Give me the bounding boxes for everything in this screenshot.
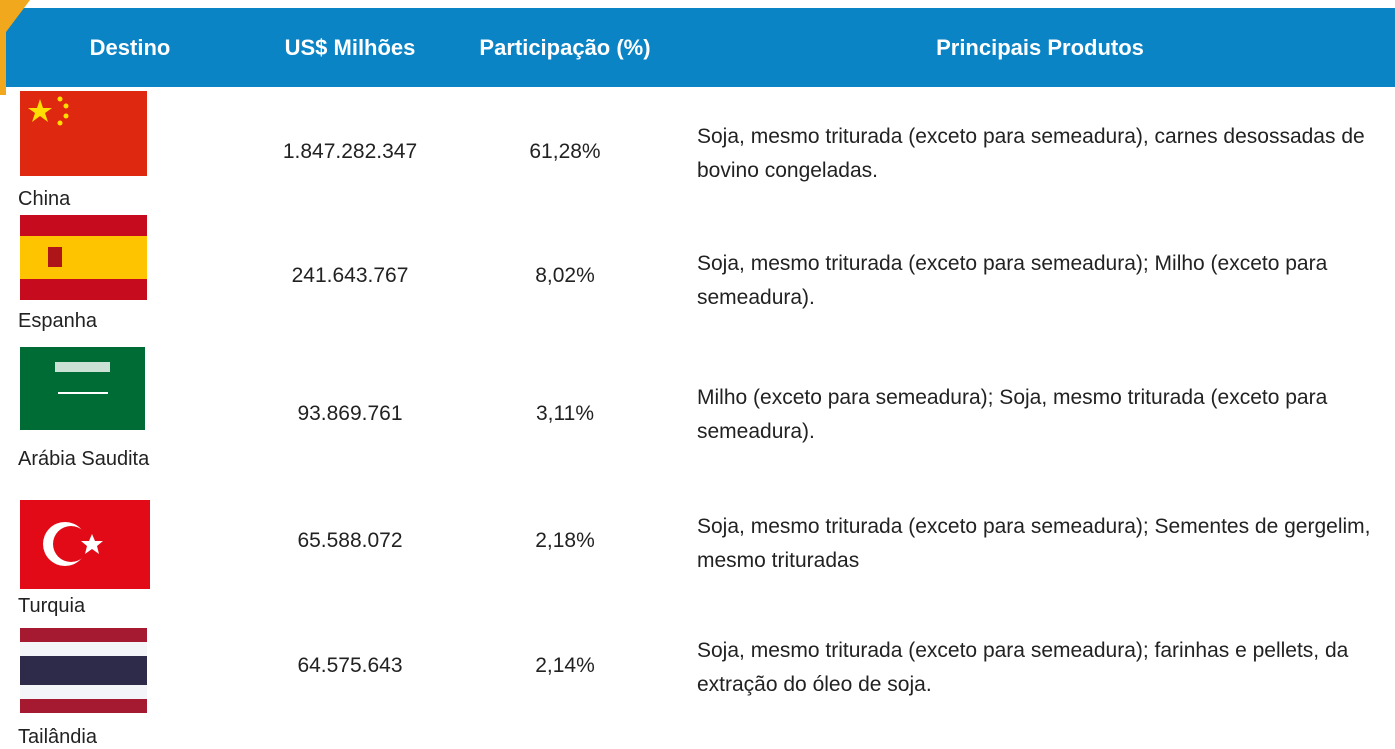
products: Soja, mesmo triturada (exceto para semea… <box>697 125 1365 182</box>
value-usd: 65.588.072 <box>297 529 403 552</box>
share: 2,14% <box>535 654 595 677</box>
value-usd: 93.869.761 <box>297 402 403 425</box>
share: 2,18% <box>535 529 595 552</box>
header-bar <box>0 8 1395 87</box>
destination: Espanha <box>18 310 97 332</box>
value-usd: 64.575.643 <box>297 654 403 677</box>
destination: Turquia <box>18 595 86 617</box>
flag-china <box>20 91 147 176</box>
share: 8,02% <box>535 264 595 287</box>
products: Milho (exceto para semeadura); Soja, mes… <box>697 386 1328 443</box>
value-usd: 241.643.767 <box>291 264 409 287</box>
header-cell: US$ Milhões <box>284 35 416 60</box>
destination: Arábia Saudita <box>18 448 150 470</box>
destination: Tailândia <box>18 726 97 748</box>
products: Soja, mesmo triturada (exceto para semea… <box>697 639 1349 696</box>
flag-thailand <box>20 628 147 713</box>
share: 3,11% <box>536 402 594 425</box>
share: 61,28% <box>529 140 601 163</box>
products: Soja, mesmo triturada (exceto para semea… <box>697 252 1328 309</box>
destination: China <box>18 188 71 210</box>
flag-turkey <box>20 500 150 589</box>
flag-saudi <box>20 347 145 430</box>
corner-accent <box>0 0 30 95</box>
header-cell: Participação (%) <box>479 35 651 60</box>
value-usd: 1.847.282.347 <box>282 140 418 163</box>
header-cell: Destino <box>89 35 171 60</box>
products: Soja, mesmo triturada (exceto para semea… <box>697 515 1371 572</box>
header-cell: Principais Produtos <box>936 35 1144 60</box>
flag-spain <box>20 215 147 300</box>
